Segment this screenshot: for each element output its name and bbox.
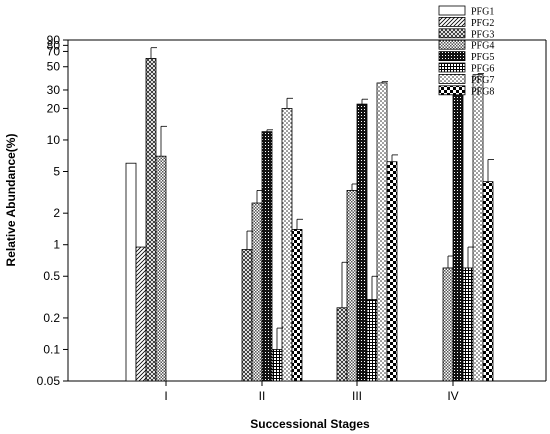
legend-swatch-pfg5	[438, 51, 466, 61]
bar-pfg6	[366, 299, 378, 382]
legend-swatch-pfg8	[438, 85, 466, 96]
bar-pfg7	[281, 108, 293, 382]
y-tick-label: 0.05	[37, 374, 61, 388]
y-tick-label: 70	[47, 44, 61, 58]
y-axis-title: Relative Abundance(%)	[4, 134, 18, 267]
legend-swatch-pfg6	[438, 62, 466, 73]
bar-pfg8	[291, 229, 303, 382]
x-tick-label: III	[352, 389, 362, 403]
bar-pfg3	[241, 249, 253, 382]
legend-swatch-pfg2	[438, 16, 466, 27]
legend-label-pfg1: PFG1	[471, 7, 494, 18]
bar-pfg5	[452, 91, 464, 382]
legend-label-pfg6: PFG6	[471, 64, 494, 75]
bar-pfg8	[386, 161, 398, 382]
bar-pfg1	[125, 162, 137, 382]
x-tick-label: I	[164, 389, 167, 403]
bar-pfg3	[145, 58, 157, 382]
legend-label-pfg4: PFG4	[471, 41, 494, 52]
bars	[125, 58, 494, 382]
bar-pfg6	[271, 349, 283, 382]
y-tick-label: 0.1	[43, 342, 60, 356]
bar-pfg4	[346, 189, 358, 382]
y-tick-label: 20	[47, 101, 61, 115]
y-tick-label: 2	[53, 206, 60, 220]
legend-label-pfg7: PFG7	[471, 75, 494, 86]
bar-pfg6	[462, 267, 474, 382]
y-tick-label: 90	[47, 33, 61, 47]
y-tick-label: 80	[47, 38, 61, 52]
legend-label-pfg2: PFG2	[471, 18, 494, 29]
bar-pfg2	[135, 246, 147, 382]
legend-swatch-pfg7	[438, 74, 466, 84]
bar-pfg4	[251, 202, 263, 382]
legend-swatch-pfg4	[438, 39, 466, 50]
y-tick-label: 0.2	[43, 311, 60, 325]
legend-label-pfg5: PFG5	[471, 52, 494, 63]
y-tick-label: 5	[53, 164, 60, 178]
x-tick-label: IV	[447, 389, 458, 403]
bar-pfg3	[336, 307, 348, 382]
y-tick-label: 10	[47, 133, 61, 147]
bar-pfg8	[482, 181, 494, 382]
legend-label-pfg3: PFG3	[471, 29, 494, 40]
x-axis-title: Successional Stages	[250, 417, 370, 431]
bar-pfg7	[376, 82, 388, 382]
bar-pfg7	[472, 74, 484, 382]
x-axis-ticks: I II III IV	[164, 381, 459, 403]
y-tick-label: 0.5	[43, 269, 60, 283]
bar-pfg5	[356, 103, 368, 382]
bar-pfg5	[261, 131, 273, 382]
legend-swatch-pfg3	[438, 28, 466, 39]
y-tick-label: 30	[47, 83, 61, 97]
bar-pfg4	[442, 267, 454, 382]
x-tick-label: II	[259, 389, 266, 403]
y-tick-label: 50	[47, 60, 61, 74]
legend-label-pfg8: PFG8	[471, 86, 494, 97]
y-tick-label: 1	[53, 238, 60, 252]
bar-pfg4	[155, 155, 167, 382]
legend-swatch-pfg1	[438, 5, 466, 16]
